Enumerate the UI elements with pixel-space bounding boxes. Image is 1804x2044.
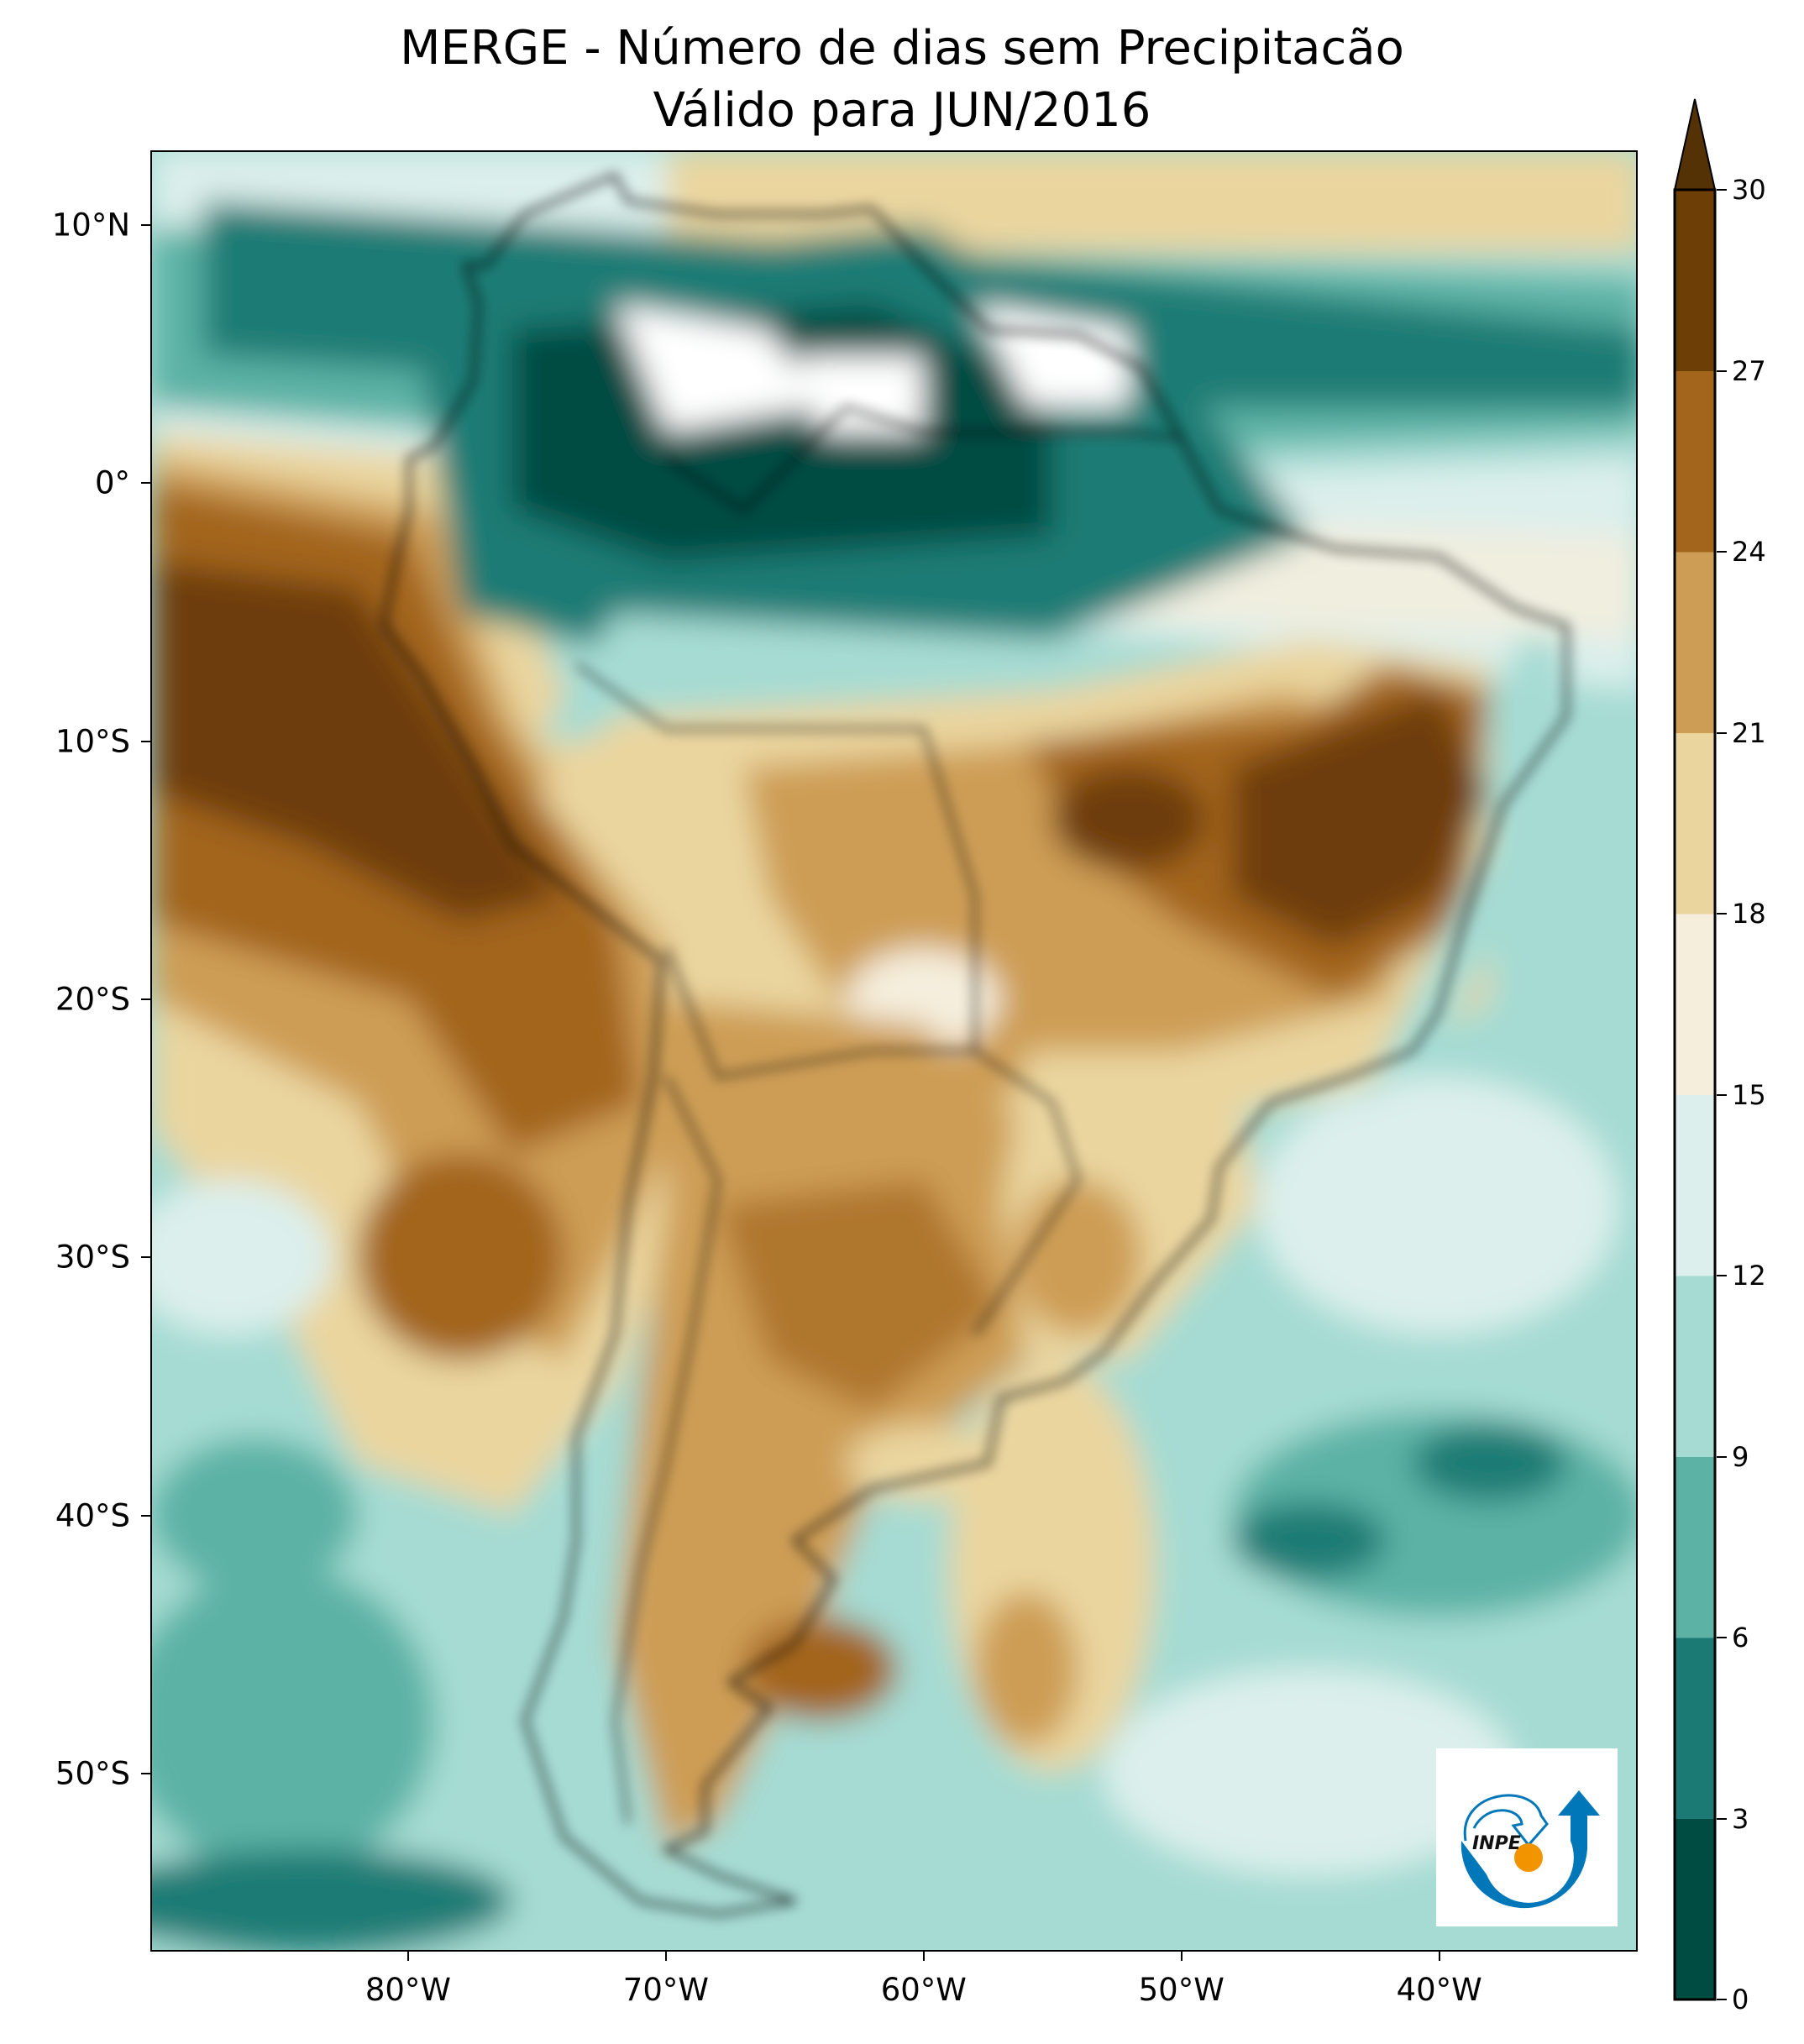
colorbar-swatch xyxy=(1675,1818,1715,2000)
logo-text: INPE xyxy=(1472,1833,1521,1854)
colorbar-level-label: 3 xyxy=(1732,1802,1749,1835)
country-borders xyxy=(665,405,1182,512)
lon-tick-mark xyxy=(406,1952,409,1961)
lat-tick-label: 20°S xyxy=(55,981,130,1018)
coastline xyxy=(381,173,1569,1916)
country-borders xyxy=(575,663,977,1078)
lon-tick-mark xyxy=(1180,1952,1183,1961)
lat-tick-mark xyxy=(141,998,150,1001)
colorbar-level-label: 27 xyxy=(1732,354,1766,387)
map-subtitle: Válido para JUN/2016 xyxy=(653,83,1151,138)
map-field xyxy=(152,152,1636,1950)
inpe-logo: INPE xyxy=(1436,1748,1618,1926)
lat-tick-mark xyxy=(141,1772,150,1774)
colorbar-swatch xyxy=(1675,914,1715,1095)
colorbar-level-label: 9 xyxy=(1732,1440,1749,1473)
colorbar-frame xyxy=(1673,188,1717,2001)
colorbar-swatch xyxy=(1675,370,1715,553)
south-america-outline xyxy=(381,173,1569,1916)
field-layers xyxy=(152,152,1636,1950)
colorbar-swatch xyxy=(1675,1094,1715,1276)
precipitation-map xyxy=(150,150,1638,1952)
colorbar-swatch xyxy=(1675,732,1715,915)
lat-tick-mark xyxy=(141,1256,150,1259)
lon-tick-label: 70°W xyxy=(622,1972,709,2008)
colorbar-tick xyxy=(1717,1275,1727,1276)
lat-tick-label: 40°S xyxy=(55,1497,130,1534)
colorbar-level-label: 15 xyxy=(1732,1078,1766,1111)
colorbar-tick xyxy=(1717,913,1727,915)
colorbar-extend-arrow xyxy=(1673,98,1717,191)
colorbar-tick xyxy=(1717,1637,1727,1638)
sun-icon xyxy=(1514,1843,1543,1872)
colorbar-tick xyxy=(1717,1817,1727,1820)
colorbar-level-label: 30 xyxy=(1732,174,1766,206)
lat-tick-label: 0° xyxy=(94,464,130,501)
colorbar-swatch xyxy=(1675,1638,1715,1819)
lat-tick-label: 50°S xyxy=(55,1755,130,1792)
colorbar-level-label: 21 xyxy=(1732,716,1766,749)
colorbar-tick xyxy=(1717,1093,1727,1096)
lon-tick-label: 80°W xyxy=(364,1972,452,2008)
colorbar-level-label: 0 xyxy=(1732,1984,1749,2015)
colorbar-swatch xyxy=(1675,1456,1715,1638)
colorbar-tick xyxy=(1717,731,1727,734)
lat-tick-mark xyxy=(141,482,150,485)
colorbar-swatch xyxy=(1675,190,1715,371)
colorbar-tick xyxy=(1717,1455,1727,1458)
lat-tick-label: 10°N xyxy=(51,207,130,244)
lon-tick-label: 40°W xyxy=(1396,1972,1482,2008)
lat-tick-mark xyxy=(141,1514,150,1517)
colorbar-swatches xyxy=(1673,98,1717,2001)
arrow-icon xyxy=(1461,1790,1600,1909)
colorbar-tick xyxy=(1717,551,1727,553)
colorbar-swatch xyxy=(1675,1276,1715,1457)
country-borders xyxy=(973,1050,1080,1335)
lon-tick-label: 50°W xyxy=(1138,1972,1225,2008)
lon-tick-mark xyxy=(664,1952,667,1961)
colorbar-tick xyxy=(1717,369,1727,372)
lon-tick-mark xyxy=(1438,1952,1440,1961)
colorbar-level-label: 18 xyxy=(1732,898,1766,930)
lat-tick-mark xyxy=(141,224,150,227)
lat-tick-mark xyxy=(141,740,150,742)
colorbar-level-label: 6 xyxy=(1732,1622,1749,1654)
colorbar-level-label: 24 xyxy=(1732,536,1766,568)
map-title: MERGE - Número de dias sem Precipitacão xyxy=(400,21,1404,76)
country-borders xyxy=(613,1076,720,1824)
lat-tick-label: 10°S xyxy=(55,723,130,760)
colorbar-tick xyxy=(1717,1999,1727,2000)
lat-tick-label: 30°S xyxy=(55,1239,130,1276)
lon-tick-mark xyxy=(922,1952,925,1961)
colorbar xyxy=(1673,98,1717,2001)
swirl-icon xyxy=(1463,1794,1549,1847)
colorbar-level-label: 12 xyxy=(1732,1260,1766,1292)
colorbar-tick xyxy=(1717,189,1727,191)
colorbar-swatch xyxy=(1675,552,1715,733)
lon-tick-label: 60°W xyxy=(880,1972,967,2008)
